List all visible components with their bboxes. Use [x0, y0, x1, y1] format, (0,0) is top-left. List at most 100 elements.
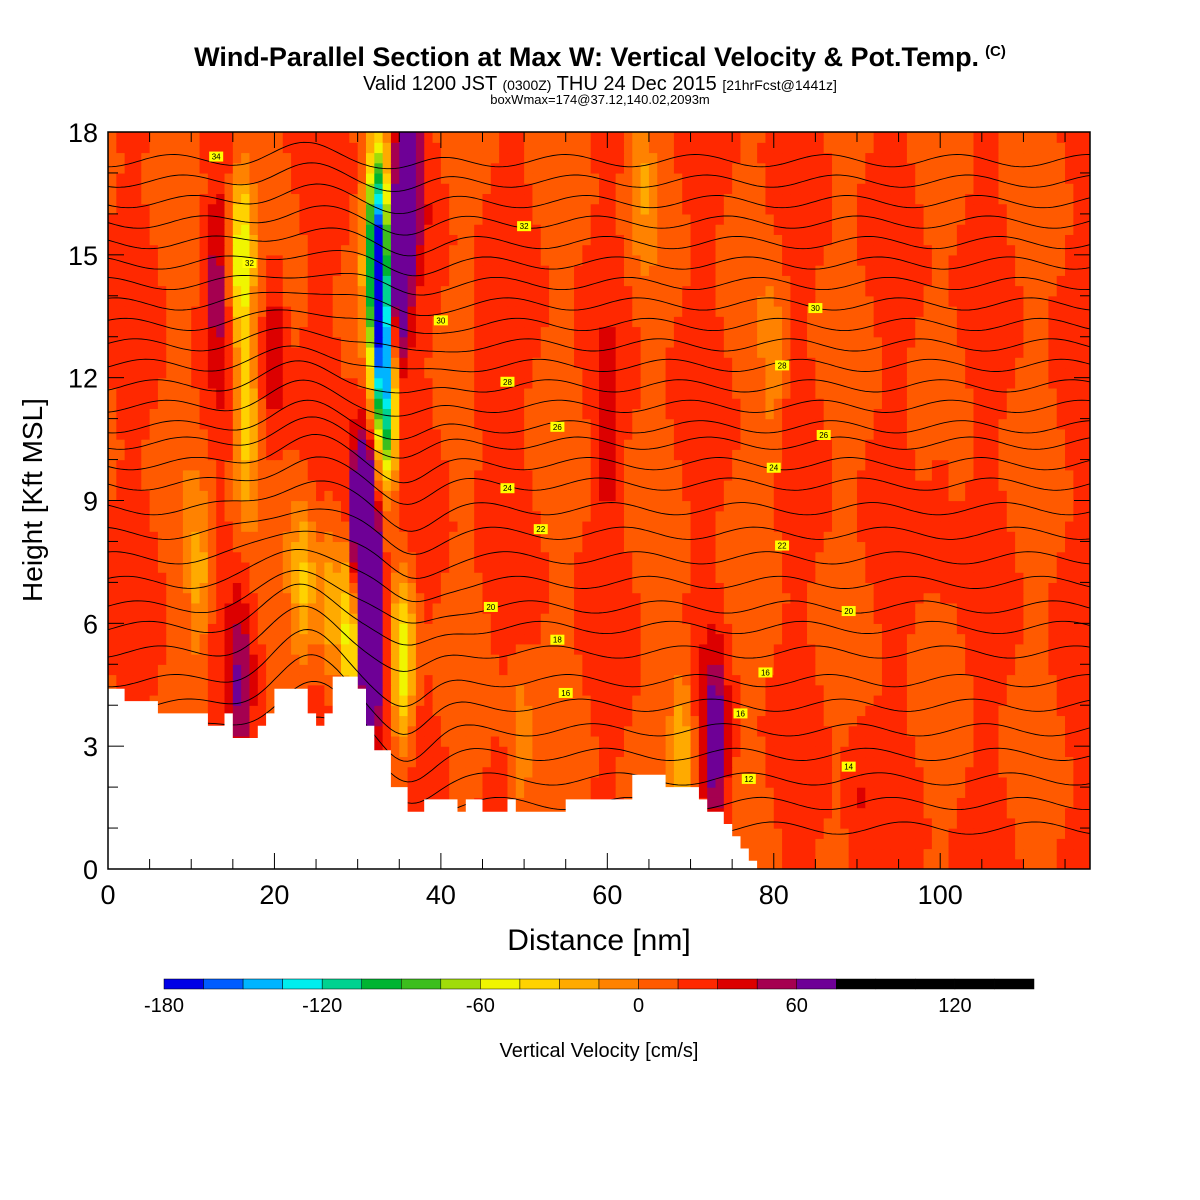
field-cell	[931, 561, 941, 573]
field-cell	[665, 500, 675, 512]
field-cell	[465, 469, 475, 481]
field-cell	[1006, 480, 1016, 491]
field-cell	[274, 459, 284, 471]
field-cell	[108, 582, 117, 594]
field-cell	[382, 582, 392, 594]
field-cell	[790, 756, 800, 768]
field-cell	[374, 623, 384, 635]
field-cell	[1040, 531, 1049, 543]
field-cell	[507, 735, 517, 747]
field-cell	[906, 828, 916, 839]
field-cell	[207, 490, 217, 502]
field-cell	[798, 705, 808, 717]
field-cell	[615, 643, 625, 655]
field-cell	[1023, 510, 1033, 522]
field-cell	[316, 705, 325, 717]
field-cell	[241, 705, 251, 717]
field-cell	[906, 787, 916, 798]
field-cell	[515, 766, 525, 778]
field-cell	[424, 449, 434, 461]
field-cell	[407, 510, 417, 522]
field-cell	[590, 541, 600, 553]
field-cell	[832, 807, 841, 819]
field-cell	[149, 480, 159, 491]
field-cell	[965, 510, 975, 522]
field-cell	[574, 480, 583, 491]
field-cell	[316, 623, 325, 635]
field-cell	[990, 756, 1000, 768]
field-cell	[790, 664, 800, 676]
field-cell	[1065, 623, 1074, 635]
field-cell	[574, 746, 583, 758]
field-cell	[399, 756, 409, 768]
field-cell	[757, 858, 767, 869]
field-cell	[690, 602, 700, 614]
field-cell	[1023, 807, 1033, 819]
field-cell	[723, 459, 733, 471]
field-cell	[241, 469, 251, 481]
field-cell	[640, 623, 650, 635]
field-cell	[840, 817, 850, 829]
field-cell	[108, 449, 117, 461]
field-cell	[840, 684, 850, 696]
field-cell	[715, 490, 725, 502]
field-cell	[257, 561, 267, 573]
field-cell	[881, 613, 891, 624]
field-cell	[1081, 848, 1090, 860]
field-cell	[782, 490, 791, 502]
field-cell	[823, 838, 833, 850]
field-cell	[615, 439, 625, 450]
field-cell	[940, 725, 950, 737]
field-cell	[399, 643, 409, 655]
field-cell	[108, 654, 117, 665]
field-cell	[906, 592, 916, 604]
field-cell	[740, 664, 750, 676]
field-cell	[216, 592, 226, 604]
field-cell	[216, 602, 226, 614]
field-cell	[798, 746, 808, 758]
field-cell	[474, 510, 484, 522]
field-cell	[1073, 439, 1083, 450]
field-cell	[582, 735, 592, 747]
field-cell	[282, 531, 292, 543]
field-cell	[898, 439, 908, 450]
field-cell	[740, 654, 750, 665]
field-cell	[266, 705, 276, 717]
field-cell	[607, 469, 617, 481]
field-cell	[748, 817, 758, 829]
field-cell	[141, 561, 151, 573]
field-cell	[490, 582, 500, 594]
field-cell	[507, 520, 517, 532]
field-cell	[981, 480, 991, 491]
field-cell	[549, 735, 558, 747]
field-cell	[981, 602, 991, 614]
field-cell	[1065, 541, 1074, 553]
field-cell	[549, 654, 558, 665]
field-cell	[565, 459, 575, 471]
field-cell	[440, 613, 450, 624]
field-cell	[540, 654, 550, 665]
field-cell	[174, 480, 184, 491]
field-cell	[865, 746, 875, 758]
field-cell	[524, 602, 534, 614]
field-cell	[906, 807, 916, 819]
field-cell	[1006, 613, 1016, 624]
field-cell	[1073, 838, 1083, 850]
field-cell	[757, 439, 767, 450]
field-cell	[1081, 705, 1090, 717]
field-cell	[807, 582, 816, 594]
field-cell	[965, 694, 975, 706]
field-cell	[582, 715, 592, 727]
field-cell	[482, 490, 492, 502]
field-cell	[399, 428, 409, 440]
field-cell	[407, 541, 417, 553]
field-cell	[374, 572, 384, 583]
field-cell	[807, 735, 816, 747]
field-cell	[282, 449, 292, 461]
field-cell	[399, 735, 409, 747]
field-cell	[415, 500, 425, 512]
field-cell	[673, 531, 683, 543]
field-cell	[299, 469, 309, 481]
field-cell	[973, 459, 983, 471]
field-cell	[390, 623, 400, 635]
